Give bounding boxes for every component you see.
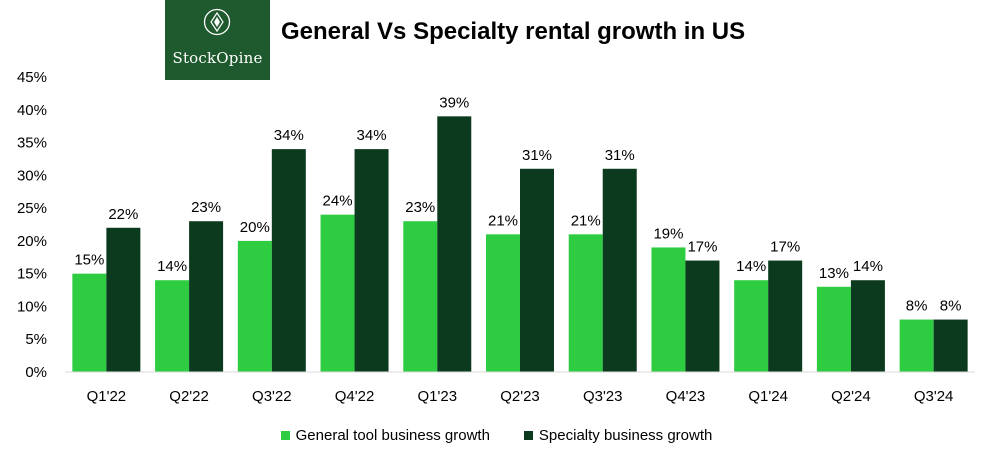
- data-label-specialty: 22%: [108, 206, 138, 223]
- y-tick-label: 45%: [17, 69, 47, 86]
- bar-general: [237, 240, 272, 372]
- x-tick-label: Q2'23: [500, 388, 540, 405]
- data-label-specialty: 34%: [357, 127, 387, 144]
- y-tick-label: 0%: [25, 364, 47, 381]
- legend-label-general: General tool business growth: [295, 427, 490, 444]
- data-label-specialty: 34%: [274, 127, 304, 144]
- legend-swatch-specialty: [523, 431, 533, 440]
- data-label-general: 20%: [240, 219, 270, 236]
- legend-item-specialty: Specialty business growth: [523, 427, 713, 444]
- bar-general: [403, 221, 438, 372]
- data-label-general: 21%: [571, 212, 601, 229]
- data-label-specialty: 17%: [687, 239, 717, 256]
- data-label-specialty: 31%: [522, 147, 552, 164]
- x-tick-label: Q4'23: [666, 388, 706, 405]
- y-tick-label: 40%: [17, 102, 47, 119]
- y-tick-label: 35%: [17, 135, 47, 152]
- chart-title: General Vs Specialty rental growth in US: [281, 18, 746, 45]
- data-label-general: 24%: [323, 193, 353, 210]
- legend-swatch-general: [280, 431, 290, 440]
- y-tick-label: 20%: [17, 233, 47, 250]
- data-label-specialty: 8%: [940, 298, 962, 315]
- bar-general: [816, 286, 851, 372]
- bar-general: [734, 280, 769, 372]
- data-label-general: 19%: [653, 225, 683, 242]
- x-tick-label: Q1'24: [748, 388, 788, 405]
- data-labels: 15% 22% 14% 23% 20% 34% 24% 34% 23% 39% 21% 31% 21% 3…: [74, 94, 961, 314]
- data-label-general: 13%: [819, 265, 849, 282]
- data-label-general: 14%: [736, 258, 766, 275]
- bar-general: [155, 280, 190, 372]
- data-label-specialty: 14%: [853, 258, 883, 275]
- y-tick-label: 15%: [17, 266, 47, 283]
- bar-general: [72, 273, 107, 372]
- bar-specialty: [106, 227, 141, 372]
- y-axis: 0% 5% 10% 15% 20% 25% 30% 35% 40% 45%: [17, 69, 47, 381]
- legend-item-general: General tool business growth: [280, 427, 490, 444]
- legend-label-specialty: Specialty business growth: [538, 427, 713, 444]
- stockopine-logo: StockOpine: [165, 0, 270, 80]
- bar-specialty: [933, 319, 968, 372]
- bar-general: [568, 234, 603, 372]
- x-tick-label: Q1'23: [417, 388, 457, 405]
- y-tick-label: 30%: [17, 167, 47, 184]
- diamond-logo-icon: [203, 8, 231, 36]
- bar-specialty: [271, 149, 306, 372]
- data-label-specialty: 31%: [605, 147, 635, 164]
- data-label-general: 21%: [488, 212, 518, 229]
- bar-general: [320, 214, 355, 372]
- bar-general: [899, 319, 934, 372]
- x-tick-label: Q3'22: [252, 388, 292, 405]
- data-label-general: 8%: [906, 298, 928, 315]
- x-tick-label: Q4'22: [335, 388, 375, 405]
- y-tick-label: 5%: [25, 331, 47, 348]
- bar-specialty: [768, 260, 803, 372]
- x-tick-label: Q2'24: [831, 388, 871, 405]
- bar-specialty: [437, 116, 472, 372]
- bar-general: [486, 234, 520, 372]
- legend: General tool business growth Specialty b…: [0, 427, 993, 444]
- y-tick-label: 10%: [17, 298, 47, 315]
- bar-specialty: [189, 221, 224, 372]
- bar-specialty: [850, 280, 885, 372]
- x-tick-label: Q3'24: [914, 388, 954, 405]
- x-axis: Q1'22 Q2'22 Q3'22 Q4'22 Q1'23 Q2'23 Q3'23 Q4'23…: [65, 371, 975, 405]
- data-label-general: 23%: [405, 199, 435, 216]
- x-tick-label: Q1'22: [87, 388, 127, 405]
- data-label-specialty: 17%: [770, 239, 800, 256]
- x-tick-label: Q2'22: [169, 388, 209, 405]
- bar-specialty: [685, 260, 720, 372]
- bar-specialty: [354, 149, 389, 372]
- data-label-specialty: 23%: [191, 199, 221, 216]
- bar-specialty: [602, 168, 637, 372]
- data-label-specialty: 39%: [439, 94, 469, 111]
- data-label-general: 15%: [74, 252, 104, 269]
- y-tick-label: 25%: [17, 200, 47, 217]
- bars: [72, 116, 968, 372]
- x-tick-label: Q3'23: [583, 388, 623, 405]
- data-label-general: 14%: [157, 258, 187, 275]
- logo-text: StockOpine: [172, 49, 263, 67]
- bar-general: [651, 247, 686, 372]
- bar-specialty: [520, 168, 554, 372]
